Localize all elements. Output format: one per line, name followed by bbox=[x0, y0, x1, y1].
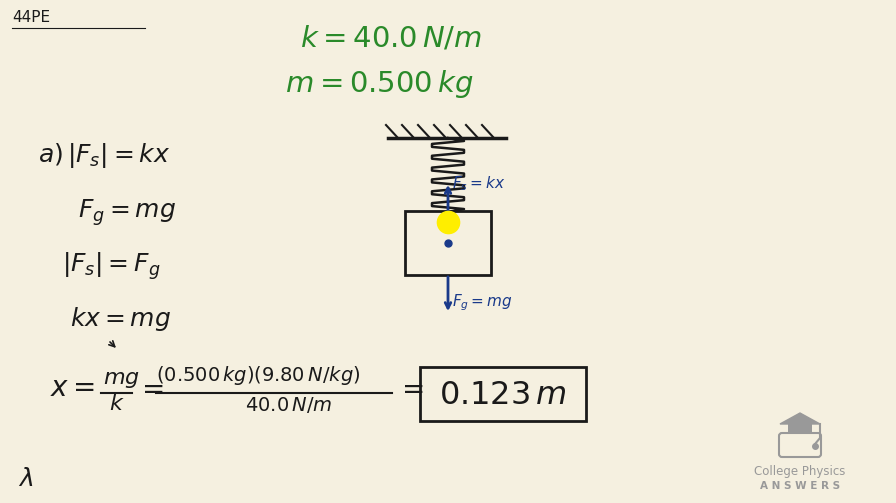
Text: $k$: $k$ bbox=[109, 393, 125, 415]
Text: College Physics: College Physics bbox=[754, 465, 846, 478]
Text: $\lambda$: $\lambda$ bbox=[18, 468, 33, 491]
Text: $(0.500\,kg)(9.80\,N/kg)$: $(0.500\,kg)(9.80\,N/kg)$ bbox=[156, 364, 360, 387]
Polygon shape bbox=[780, 413, 820, 424]
FancyBboxPatch shape bbox=[779, 433, 821, 457]
FancyBboxPatch shape bbox=[420, 367, 586, 421]
Text: 44PE: 44PE bbox=[12, 10, 50, 25]
Text: $k = 40.0\,N/m$: $k = 40.0\,N/m$ bbox=[300, 24, 482, 52]
Text: $x = $: $x = $ bbox=[50, 375, 95, 402]
Text: $=$: $=$ bbox=[136, 375, 164, 402]
FancyBboxPatch shape bbox=[405, 211, 491, 275]
Text: $F_s = kx$: $F_s = kx$ bbox=[452, 174, 505, 193]
Text: $m = 0.500\,kg$: $m = 0.500\,kg$ bbox=[285, 68, 473, 100]
Text: $=$: $=$ bbox=[396, 375, 424, 402]
Text: $mg$: $mg$ bbox=[103, 368, 140, 390]
Text: $|F_s| = F_g$: $|F_s| = F_g$ bbox=[62, 250, 160, 282]
Text: $F_g = mg$: $F_g = mg$ bbox=[78, 198, 177, 228]
Text: $kx = mg$: $kx = mg$ bbox=[70, 305, 171, 333]
Text: $0.123\,m$: $0.123\,m$ bbox=[439, 380, 567, 411]
FancyBboxPatch shape bbox=[788, 424, 812, 433]
Text: $40.0\,N/m$: $40.0\,N/m$ bbox=[245, 395, 332, 415]
Text: $a)\,|F_s| = kx$: $a)\,|F_s| = kx$ bbox=[38, 141, 170, 170]
Text: A N S W E R S: A N S W E R S bbox=[760, 481, 840, 491]
Text: $F_g = mg$: $F_g = mg$ bbox=[452, 292, 513, 313]
